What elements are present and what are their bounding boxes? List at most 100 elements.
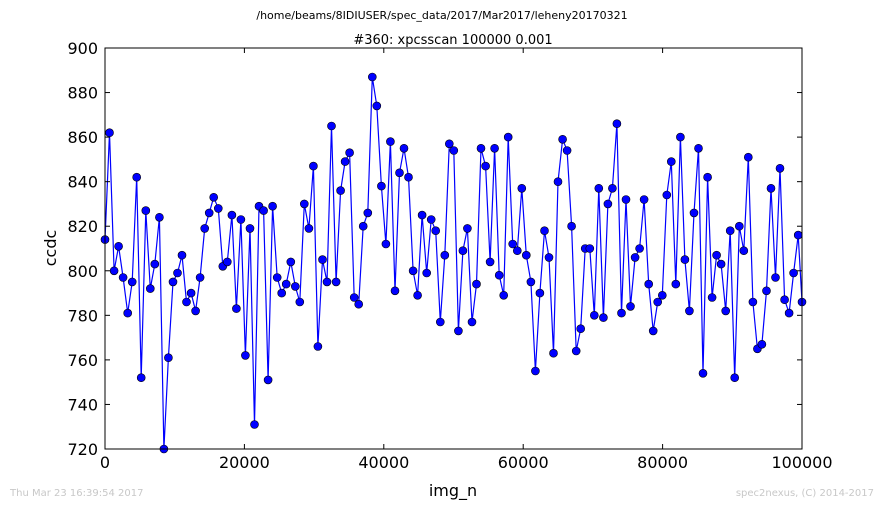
data-point (331, 277, 341, 287)
data-point (182, 297, 191, 307)
data-point (444, 139, 454, 149)
data-point (657, 290, 667, 300)
y-tick-label: 740 (67, 395, 98, 414)
data-point (336, 186, 345, 195)
data-point (712, 250, 721, 260)
data-point (277, 288, 287, 298)
data-point (390, 286, 400, 296)
data-point (562, 146, 572, 155)
data-point (155, 213, 164, 222)
data-point (472, 279, 481, 289)
data-point (508, 239, 518, 249)
data-point (666, 157, 676, 166)
data-point (748, 297, 758, 307)
data-point (426, 215, 436, 224)
data-point (395, 168, 404, 178)
figure-suptitle: /home/beams/8IDIUSER/spec_data/2017/Mar2… (256, 9, 628, 22)
data-point (449, 146, 459, 155)
data-point (721, 306, 731, 316)
data-point (503, 132, 513, 142)
x-tick-label: 100000 (771, 453, 832, 472)
data-point (490, 144, 499, 153)
data-point (340, 157, 350, 166)
data-point (358, 221, 368, 231)
x-tick-label: 0 (100, 453, 110, 472)
data-point (608, 184, 617, 193)
data-point (558, 135, 567, 144)
chart-title: #360: xpcsscan 100000 0.001 (353, 33, 552, 48)
data-point (793, 230, 803, 240)
data-point (136, 373, 146, 383)
data-point (553, 177, 563, 186)
y-tick-label: 880 (67, 84, 98, 103)
data-point (236, 215, 246, 224)
footer-timestamp: Thu Mar 23 16:39:54 2017 (10, 488, 144, 499)
data-point (499, 290, 509, 300)
data-point (571, 346, 581, 356)
data-point (168, 277, 178, 287)
data-point (195, 273, 205, 282)
data-point (716, 259, 726, 269)
data-point (105, 128, 114, 137)
data-point (272, 273, 282, 282)
y-tick-label: 780 (67, 306, 98, 325)
data-point (707, 293, 717, 302)
data-point (531, 366, 540, 376)
data-point (599, 313, 608, 322)
data-point (150, 259, 160, 269)
data-point (241, 351, 250, 360)
data-point (309, 161, 318, 171)
data-point (662, 190, 672, 200)
x-tick-label: 20000 (219, 453, 270, 472)
y-tick-label: 760 (67, 351, 98, 370)
data-point (435, 317, 445, 327)
data-point (689, 208, 699, 218)
data-point (494, 270, 504, 280)
data-point (780, 295, 789, 305)
data-point (263, 375, 273, 385)
data-point (685, 306, 694, 316)
data-point (281, 279, 291, 289)
data-point (318, 255, 327, 264)
data-point (549, 348, 558, 358)
y-tick-label: 860 (67, 128, 98, 147)
data-point (653, 297, 663, 307)
data-point (200, 224, 209, 233)
data-point (349, 293, 359, 302)
y-tick-label: 800 (67, 262, 98, 281)
y-tick-label: 720 (67, 440, 98, 459)
data-point (363, 208, 373, 218)
data-point (635, 244, 644, 253)
data-point (245, 224, 255, 233)
data-point (223, 257, 232, 267)
data-point (232, 304, 241, 313)
x-tick-label: 60000 (498, 453, 549, 472)
data-point (132, 172, 141, 182)
data-point (463, 224, 472, 233)
data-point (146, 284, 155, 293)
data-point (431, 226, 441, 235)
data-point (458, 246, 468, 255)
data-point (227, 210, 237, 220)
plot-frame (104, 47, 803, 450)
data-point (612, 119, 622, 128)
data-point (594, 184, 604, 193)
y-tick-label: 840 (67, 173, 98, 192)
data-point (603, 199, 613, 209)
data-point (585, 244, 595, 253)
data-point (118, 273, 128, 282)
data-point (512, 246, 522, 255)
data-point (576, 324, 586, 334)
data-point (304, 224, 314, 233)
data-point (725, 226, 735, 235)
data-point (775, 164, 785, 173)
data-point (313, 342, 323, 351)
data-point (639, 195, 649, 204)
data-point (476, 144, 486, 153)
data-point (164, 353, 173, 363)
data-point (589, 310, 599, 320)
data-point (295, 297, 305, 307)
x-tick-label: 80000 (637, 453, 688, 472)
data-point (789, 268, 798, 278)
data-point (703, 172, 712, 182)
